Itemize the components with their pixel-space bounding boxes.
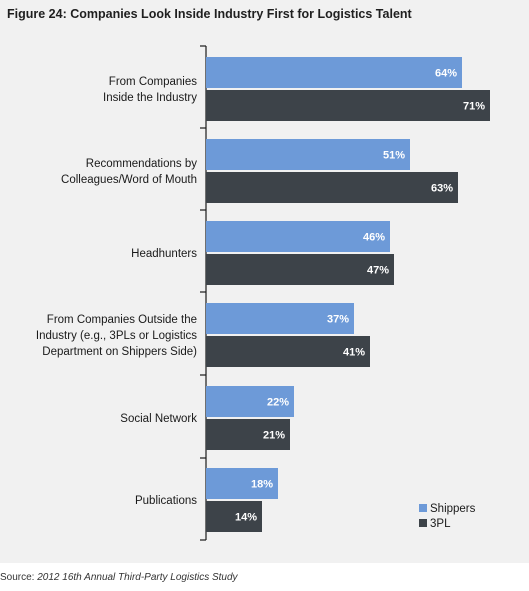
bar-shippers bbox=[206, 221, 390, 252]
legend-label-shippers: Shippers bbox=[430, 503, 476, 515]
bar-shippers bbox=[206, 468, 278, 499]
category-label: Recommendations by Colleagues/Word of Mou… bbox=[61, 158, 197, 186]
category-label: Headhunters bbox=[131, 248, 197, 260]
data-label: 64% bbox=[435, 68, 457, 80]
category-label-line: Industry (e.g., 3PLs or Logistics bbox=[36, 330, 197, 342]
data-label: 41% bbox=[343, 347, 365, 359]
category-label-line: From Companies Outside the bbox=[47, 314, 197, 326]
category-label: From Companies Inside the Industry bbox=[103, 76, 197, 104]
bar-3pl bbox=[206, 336, 370, 367]
data-label: 63% bbox=[431, 183, 453, 195]
chart-panel: Figure 24: Companies Look Inside Industr… bbox=[0, 0, 529, 563]
bar-shippers bbox=[206, 57, 462, 88]
bar-3pl bbox=[206, 419, 290, 450]
legend-swatch-shippers bbox=[419, 504, 427, 512]
bar-3pl bbox=[206, 90, 490, 121]
category-label-line: Department on Shippers Side) bbox=[42, 346, 197, 358]
bar-3pl bbox=[206, 254, 394, 285]
source-note: Source: 2012 16th Annual Third-Party Log… bbox=[0, 572, 238, 583]
source-prefix: Source: bbox=[0, 572, 35, 583]
data-label: 37% bbox=[327, 314, 349, 326]
source-title: 2012 16th Annual Third-Party Logistics S… bbox=[37, 572, 238, 583]
data-label: 71% bbox=[463, 101, 485, 113]
category-label: From Companies Outside the Industry (e.g.… bbox=[36, 314, 197, 358]
category-label-line: Recommendations by bbox=[86, 158, 197, 170]
bar-3pl bbox=[206, 501, 262, 532]
data-label: 22% bbox=[267, 397, 289, 409]
data-label: 21% bbox=[263, 430, 285, 442]
bar-shippers bbox=[206, 303, 354, 334]
data-label: 47% bbox=[367, 265, 389, 277]
bar-3pl bbox=[206, 172, 458, 203]
bar-shippers bbox=[206, 386, 294, 417]
category-label-line: Headhunters bbox=[131, 248, 197, 260]
category-label-line: Inside the Industry bbox=[103, 92, 197, 104]
category-label-line: From Companies bbox=[109, 76, 197, 88]
data-label: 46% bbox=[363, 232, 385, 244]
category-label-line: Colleagues/Word of Mouth bbox=[61, 174, 197, 186]
legend-swatch-3pl bbox=[419, 519, 427, 527]
category-label-line: Social Network bbox=[120, 413, 197, 425]
figure-title: Figure 24: Companies Look Inside Industr… bbox=[7, 7, 412, 21]
data-label: 51% bbox=[383, 150, 405, 162]
category-label: Social Network bbox=[120, 413, 197, 425]
data-label: 18% bbox=[251, 479, 273, 491]
bar-shippers bbox=[206, 139, 410, 170]
category-label: Publications bbox=[135, 495, 197, 507]
legend-label-3pl: 3PL bbox=[430, 518, 451, 530]
data-label: 14% bbox=[235, 512, 257, 524]
category-label-line: Publications bbox=[135, 495, 197, 507]
bar-chart: 64% 71% From Companies Inside the Industry 5… bbox=[36, 45, 490, 541]
